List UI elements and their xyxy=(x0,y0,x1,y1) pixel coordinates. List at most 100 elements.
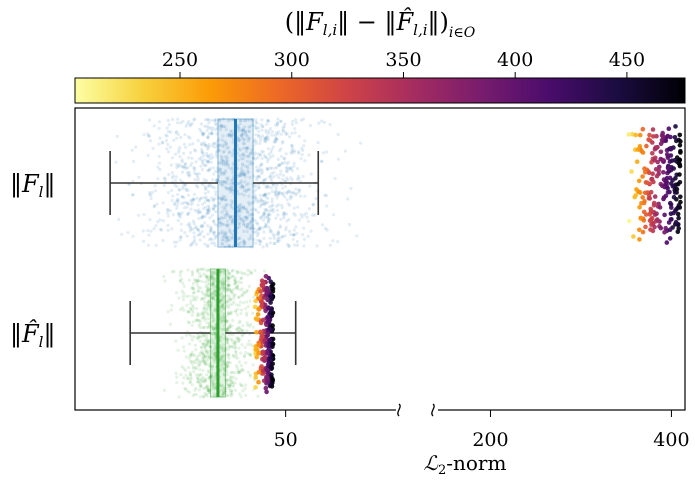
scatter-point xyxy=(245,290,249,294)
scatter-point xyxy=(224,161,228,165)
outlier-point xyxy=(626,132,632,137)
scatter-point xyxy=(281,234,285,238)
scatter-point xyxy=(194,348,198,352)
outlier-point xyxy=(268,300,273,305)
scatter-point xyxy=(165,134,169,138)
scatter-point xyxy=(240,334,244,338)
scatter-point xyxy=(196,227,200,231)
scatter-point xyxy=(209,157,213,161)
scatter-point xyxy=(210,338,214,342)
scatter-point xyxy=(170,171,174,175)
scatter-point xyxy=(178,188,182,192)
scatter-point xyxy=(253,218,257,223)
scatter-point xyxy=(213,291,217,295)
outlier-point xyxy=(639,201,644,206)
scatter-point xyxy=(205,198,209,202)
scatter-point xyxy=(238,370,242,374)
scatter-point xyxy=(263,139,267,143)
scatter-point xyxy=(194,367,198,371)
scatter-point xyxy=(142,239,146,243)
scatter-point xyxy=(265,244,269,248)
scatter-point xyxy=(290,150,294,154)
outlier-point xyxy=(671,166,676,171)
scatter-point xyxy=(228,384,232,388)
scatter-point xyxy=(255,121,259,125)
scatter-point xyxy=(205,362,209,366)
scatter-point xyxy=(182,151,186,155)
scatter-point xyxy=(245,210,249,214)
scatter-point xyxy=(323,227,328,231)
scatter-point xyxy=(220,279,224,283)
scatter-point xyxy=(227,165,231,169)
scatter-point xyxy=(195,355,199,359)
scatter-point xyxy=(218,167,223,171)
outlier-point xyxy=(633,193,639,198)
scatter-point xyxy=(231,318,235,323)
scatter-point xyxy=(270,189,274,193)
scatter-point xyxy=(227,185,232,189)
scatter-point xyxy=(222,223,226,227)
scatter-point xyxy=(269,150,273,154)
scatter-point xyxy=(199,297,203,302)
outlier-point xyxy=(641,218,647,223)
row-F xyxy=(109,117,683,249)
scatter-point xyxy=(292,232,296,237)
scatter-point xyxy=(245,300,249,304)
scatter-point xyxy=(177,395,181,399)
outlier-point xyxy=(264,377,270,383)
scatter-point xyxy=(225,303,229,307)
scatter-point xyxy=(148,118,152,122)
scatter-point xyxy=(170,227,174,231)
scatter-point xyxy=(221,315,226,319)
scatter-point xyxy=(262,202,267,206)
scatter-point xyxy=(179,373,183,377)
scatter-point xyxy=(198,272,202,276)
outlier-point xyxy=(265,314,271,320)
scatter-point xyxy=(167,150,171,154)
scatter-point xyxy=(202,314,206,318)
scatter-point xyxy=(206,278,210,282)
scatter-point xyxy=(228,324,232,328)
scatter-point xyxy=(203,392,207,396)
scatter-point xyxy=(189,376,193,380)
scatter-point xyxy=(182,291,186,295)
scatter-point xyxy=(210,276,215,280)
scatter-point xyxy=(186,223,190,227)
scatter-point xyxy=(247,129,251,133)
scatter-point xyxy=(199,224,203,228)
scatter-point xyxy=(218,299,222,303)
scatter-point xyxy=(267,212,271,216)
scatter-point xyxy=(217,201,221,206)
scatter-point xyxy=(206,342,210,347)
scatter-point xyxy=(226,274,230,278)
scatter-point xyxy=(239,351,243,355)
scatter-point xyxy=(225,133,230,138)
scatter-point xyxy=(199,122,203,126)
scatter-point xyxy=(288,166,292,170)
scatter-point xyxy=(246,305,250,309)
scatter-point xyxy=(197,335,201,339)
scatter-point xyxy=(230,129,234,133)
x-tick-label: 400 xyxy=(653,429,689,451)
scatter-point xyxy=(219,305,223,309)
scatter-point xyxy=(177,150,181,154)
scatter-point xyxy=(220,210,224,214)
scatter-point xyxy=(283,160,287,164)
scatter-point xyxy=(230,370,234,375)
scatter-point xyxy=(202,377,206,381)
scatter-point xyxy=(285,190,289,194)
scatter-point xyxy=(195,393,199,397)
scatter-point xyxy=(189,207,193,211)
outlier-point xyxy=(674,207,679,212)
outlier-point xyxy=(654,211,659,216)
scatter-point xyxy=(227,300,231,304)
scatter-point xyxy=(227,305,231,309)
scatter-point xyxy=(235,303,239,307)
scatter-point xyxy=(212,203,216,207)
scatter-point xyxy=(242,173,246,177)
scatter-point xyxy=(274,137,278,141)
scatter-point xyxy=(187,294,191,298)
scatter-point xyxy=(230,189,234,193)
scatter-point xyxy=(192,298,196,302)
outlier-point xyxy=(269,295,274,300)
